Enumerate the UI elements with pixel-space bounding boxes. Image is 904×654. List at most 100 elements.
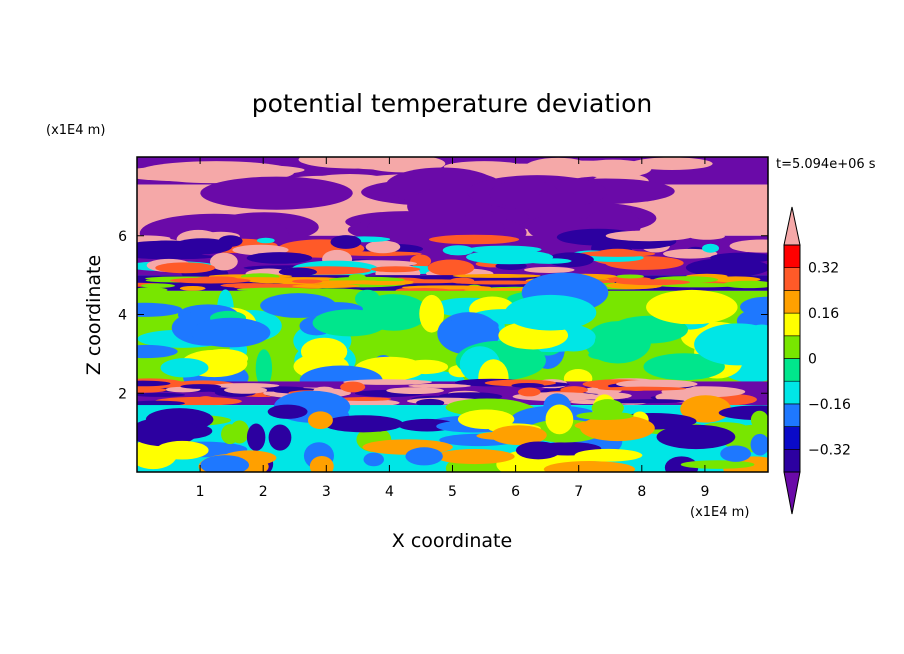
field-blob: [402, 359, 449, 375]
colorbar-extend-min: [783, 471, 801, 515]
colorbar-box: [783, 290, 801, 314]
colorbar-box: [783, 358, 801, 382]
y-tick-label: 2: [118, 386, 127, 402]
field-blob: [212, 383, 280, 389]
colorbar-box: [783, 312, 801, 337]
field-blob: [268, 424, 292, 451]
field-blob: [337, 397, 392, 402]
field-blob: [663, 248, 718, 259]
field-blob: [656, 424, 736, 450]
field-blob: [525, 258, 572, 264]
field-blob: [615, 279, 690, 286]
field-blob: [196, 276, 237, 281]
field-blob: [435, 449, 515, 465]
field-blob: [160, 358, 209, 378]
field-blob: [445, 398, 529, 417]
field-blob: [545, 404, 574, 435]
field-blob: [524, 266, 575, 274]
field-blob: [255, 349, 273, 388]
field-blob: [723, 280, 768, 289]
field-blob: [194, 396, 218, 408]
x-tick-label: 2: [259, 484, 268, 500]
field-blob: [367, 214, 506, 240]
field-blob: [246, 252, 313, 264]
field-blob: [323, 415, 403, 433]
colorbar: 0.32 0.16 0 −0.16 −0.32: [783, 206, 851, 515]
field-blob: [179, 285, 206, 291]
field-blob: [688, 233, 725, 240]
field-blob: [200, 455, 249, 472]
field-blob: [221, 424, 239, 445]
x-tick-label: 5: [448, 484, 457, 500]
field-blob: [452, 273, 541, 278]
field-blob: [312, 309, 387, 337]
field-blob: [220, 283, 280, 288]
field-blob: [278, 267, 317, 277]
field-blob: [646, 289, 738, 325]
field-blob: [200, 176, 353, 210]
field-blob: [198, 348, 249, 368]
field-blob: [209, 252, 238, 271]
field-blob: [610, 315, 688, 344]
field-blob: [137, 235, 171, 242]
field-blob: [685, 258, 768, 277]
field-blob: [137, 302, 183, 317]
field-blob: [345, 280, 382, 285]
y-axis-ticks: 2 4 6: [118, 229, 768, 402]
field-blob: [386, 387, 444, 395]
field-blob: [680, 460, 755, 469]
field-blob: [517, 387, 541, 397]
field-blob: [307, 411, 333, 430]
field-blob: [336, 157, 425, 170]
colorbar-box: [783, 448, 801, 473]
colorbar-extend-max: [783, 206, 801, 246]
field-blob: [336, 251, 422, 257]
field-blob: [267, 404, 308, 419]
x-tick-label: 3: [322, 484, 331, 500]
field-blob: [710, 252, 768, 263]
colorbar-box: [783, 244, 801, 269]
field-blob: [155, 262, 216, 274]
colorbar-frame: [783, 244, 801, 473]
field-blob: [224, 386, 268, 394]
contour-field: [137, 157, 768, 472]
x-tick-label: 4: [385, 484, 394, 500]
field-blob: [515, 441, 561, 460]
field-blob: [137, 417, 198, 447]
colorbar-box: [783, 267, 801, 291]
x-unit-label: (x1E4 m): [690, 505, 749, 520]
field-blob: [631, 157, 713, 171]
y-tick-label: 4: [118, 308, 127, 324]
field-blob: [191, 317, 271, 348]
field-blob: [172, 238, 233, 255]
field-blob: [643, 353, 725, 381]
field-blob: [427, 259, 475, 277]
field-blob: [410, 254, 432, 268]
x-tick-label: 9: [700, 484, 709, 500]
x-tick-label: 6: [511, 484, 520, 500]
y-tick-label: 6: [118, 229, 127, 245]
field-blob: [702, 243, 719, 253]
field-blob: [343, 379, 432, 385]
field-blob: [236, 287, 316, 292]
field-blob: [155, 440, 209, 460]
field-blob: [256, 237, 275, 244]
field-blob: [720, 445, 752, 462]
field-blob: [137, 387, 167, 393]
colorbar-label: 0.32: [808, 261, 839, 277]
field-blob: [543, 460, 636, 472]
field-blob: [137, 380, 171, 387]
field-blob: [416, 398, 445, 407]
field-blob: [597, 386, 687, 391]
field-blob: [446, 317, 499, 335]
y-axis-label: Z coordinate: [83, 255, 105, 375]
field-blob: [365, 240, 401, 254]
chart-title: potential temperature deviation: [252, 89, 652, 118]
field-blob: [141, 163, 255, 177]
field-blob: [292, 284, 361, 289]
field-blob: [370, 266, 421, 273]
field-blob: [180, 384, 222, 389]
field-blob: [616, 379, 698, 389]
field-blob: [405, 447, 443, 466]
